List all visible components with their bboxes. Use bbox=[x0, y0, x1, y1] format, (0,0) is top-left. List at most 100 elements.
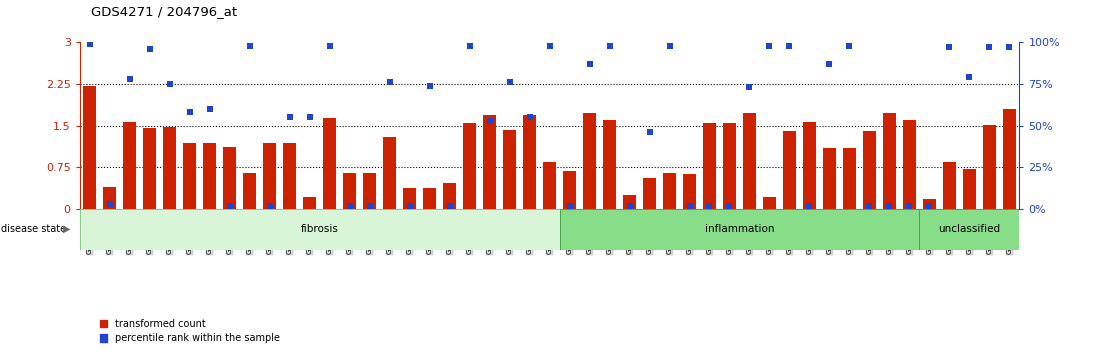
Point bbox=[441, 203, 459, 209]
Point bbox=[240, 43, 258, 48]
Bar bbox=[560, 209, 920, 250]
Bar bbox=[223, 147, 236, 209]
Text: inflammation: inflammation bbox=[705, 224, 774, 234]
Bar bbox=[243, 173, 256, 209]
Bar bbox=[743, 114, 756, 209]
Bar bbox=[284, 143, 296, 209]
Bar bbox=[443, 183, 456, 209]
Bar bbox=[623, 195, 636, 209]
Point bbox=[981, 45, 998, 50]
Point bbox=[901, 203, 919, 209]
Point bbox=[781, 43, 799, 48]
Point bbox=[220, 203, 238, 209]
Bar bbox=[702, 123, 716, 209]
Point bbox=[700, 203, 718, 209]
Bar bbox=[383, 137, 397, 209]
Bar bbox=[663, 173, 676, 209]
Bar bbox=[803, 122, 815, 209]
Bar bbox=[783, 131, 796, 209]
Point bbox=[381, 80, 399, 85]
Point bbox=[760, 43, 778, 48]
Bar bbox=[923, 199, 936, 209]
Legend: transformed count, percentile rank within the sample: transformed count, percentile rank withi… bbox=[95, 315, 284, 347]
Bar bbox=[543, 162, 556, 209]
Point bbox=[421, 83, 439, 88]
Point bbox=[401, 203, 419, 209]
Bar bbox=[183, 143, 196, 209]
Bar bbox=[403, 188, 417, 209]
Bar bbox=[583, 114, 596, 209]
Bar bbox=[903, 120, 916, 209]
Bar bbox=[763, 197, 776, 209]
Bar bbox=[463, 123, 476, 209]
Point bbox=[620, 203, 638, 209]
Bar bbox=[943, 162, 956, 209]
Point bbox=[260, 203, 278, 209]
Bar bbox=[823, 148, 835, 209]
Bar bbox=[103, 187, 116, 209]
Bar bbox=[324, 119, 336, 209]
Bar bbox=[363, 173, 376, 209]
Bar bbox=[920, 209, 1019, 250]
Bar bbox=[863, 131, 876, 209]
Bar bbox=[203, 143, 216, 209]
Point bbox=[740, 85, 758, 90]
Bar bbox=[163, 127, 176, 209]
Text: fibrosis: fibrosis bbox=[300, 224, 339, 234]
Bar bbox=[304, 197, 316, 209]
Point bbox=[201, 106, 218, 112]
Bar bbox=[883, 114, 896, 209]
Point bbox=[121, 76, 138, 82]
Point bbox=[521, 115, 538, 120]
Point bbox=[300, 115, 318, 120]
Bar bbox=[423, 188, 437, 209]
Bar bbox=[83, 86, 96, 209]
Point bbox=[821, 61, 839, 67]
Point bbox=[101, 201, 119, 207]
Bar bbox=[264, 143, 276, 209]
Point bbox=[861, 203, 879, 209]
Point bbox=[141, 46, 158, 52]
Point bbox=[501, 80, 519, 85]
Bar bbox=[523, 115, 536, 209]
Bar bbox=[983, 125, 996, 209]
Bar bbox=[963, 169, 976, 209]
Point bbox=[341, 203, 359, 209]
Bar bbox=[603, 120, 616, 209]
Point bbox=[680, 203, 698, 209]
Point bbox=[481, 118, 499, 124]
Point bbox=[1001, 45, 1018, 50]
Bar bbox=[143, 129, 156, 209]
Point bbox=[881, 203, 899, 209]
Bar bbox=[724, 123, 736, 209]
Text: disease state: disease state bbox=[1, 224, 66, 234]
Point bbox=[181, 109, 198, 115]
Point bbox=[660, 43, 678, 48]
Point bbox=[280, 115, 298, 120]
Point bbox=[801, 203, 819, 209]
Text: GDS4271 / 204796_at: GDS4271 / 204796_at bbox=[91, 5, 237, 18]
Point bbox=[720, 203, 738, 209]
Bar bbox=[80, 209, 560, 250]
Bar bbox=[643, 178, 656, 209]
Point bbox=[541, 43, 558, 48]
Text: ▶: ▶ bbox=[63, 224, 71, 234]
Point bbox=[461, 43, 479, 48]
Bar bbox=[843, 148, 856, 209]
Point bbox=[640, 130, 658, 135]
Point bbox=[841, 43, 859, 48]
Point bbox=[601, 43, 618, 48]
Bar bbox=[503, 130, 516, 209]
Bar bbox=[563, 171, 576, 209]
Bar bbox=[683, 175, 696, 209]
Point bbox=[81, 41, 99, 47]
Bar bbox=[343, 173, 356, 209]
Point bbox=[361, 203, 379, 209]
Bar bbox=[483, 115, 496, 209]
Bar bbox=[1003, 109, 1016, 209]
Point bbox=[941, 45, 958, 50]
Bar bbox=[123, 122, 136, 209]
Point bbox=[581, 61, 598, 67]
Point bbox=[921, 203, 938, 209]
Point bbox=[561, 203, 578, 209]
